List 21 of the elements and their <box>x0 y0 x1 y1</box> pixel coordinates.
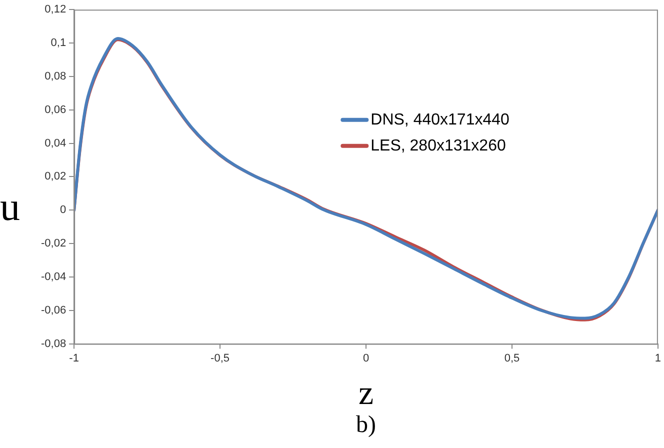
x-tick-label: 1 <box>654 352 662 364</box>
legend-label: DNS, 440x171x440 <box>370 111 510 128</box>
y-tick-label: -0,04 <box>40 270 66 283</box>
x-tick-label: 0 <box>362 352 370 364</box>
x-tick-label: -1 <box>69 352 79 364</box>
y-tick-label: -0,08 <box>40 338 66 350</box>
legend-label: LES, 280x131x260 <box>370 137 506 154</box>
y-tick-label: -0,06 <box>40 304 66 316</box>
y-tick-label: 0,1 <box>50 37 66 50</box>
y-axis-title: u <box>0 184 20 230</box>
y-tick-label: 0 <box>60 204 66 216</box>
x-axis-title: z <box>358 375 374 412</box>
y-tick-label: 0,06 <box>44 104 66 116</box>
y-tick-label: 0,08 <box>44 70 66 82</box>
text: b) <box>356 412 376 438</box>
x-tick-label: -0,5 <box>210 352 230 364</box>
y-tick-label: 0,04 <box>44 137 66 150</box>
y-tick-label: 0,12 <box>44 4 66 16</box>
x-tick-label: 0,5 <box>504 352 520 364</box>
y-tick-label: -0,02 <box>40 238 66 250</box>
y-tick-label: 0,02 <box>44 170 66 183</box>
